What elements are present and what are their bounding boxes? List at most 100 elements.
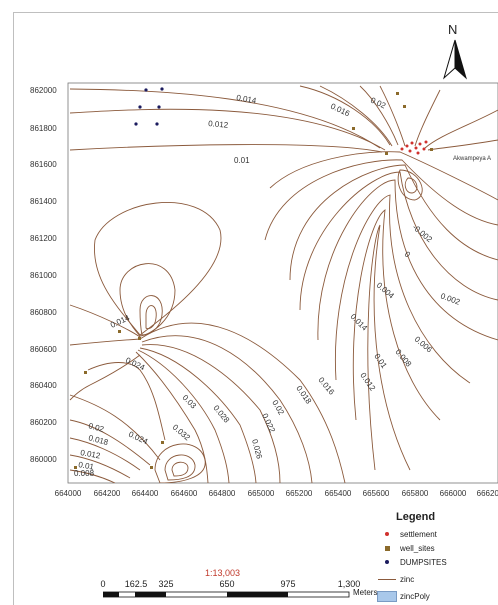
settlement-point	[408, 149, 412, 153]
x-tick-label: 664400	[132, 489, 159, 498]
scale-bar	[103, 591, 350, 598]
place-label: Akwampeya A	[453, 156, 491, 162]
legend-title: Legend	[396, 511, 436, 523]
contour-label: 0.012	[80, 448, 102, 460]
x-tick-label: 664200	[94, 489, 121, 498]
contour-line	[94, 201, 222, 336]
legend-item-zincpoly: zincPoly	[376, 590, 430, 602]
scale-ratio: 1:13,003	[205, 568, 241, 578]
contour-label: 0.03	[181, 393, 199, 411]
settlement-point	[410, 141, 414, 145]
contour-line	[137, 349, 230, 483]
north-arrow-icon	[443, 39, 467, 80]
contour-label: 0.02	[87, 421, 105, 434]
contour-label: 0	[403, 250, 413, 260]
contour-line	[69, 394, 161, 461]
contour-line	[397, 169, 423, 201]
x-tick-label: 664800	[209, 489, 236, 498]
contour-label: 0.01	[234, 156, 250, 165]
contour-label: 0.006	[413, 335, 435, 355]
dumpsite-point	[160, 87, 164, 91]
well-site-point	[161, 441, 164, 444]
x-tick-label: 664000	[55, 489, 82, 498]
settlement-point	[424, 140, 428, 144]
zinc-contours	[69, 85, 498, 483]
red-dot-icon	[376, 529, 398, 539]
legend-label: settlement	[400, 529, 437, 539]
contour-line	[139, 295, 163, 336]
scale-number: 1,300	[337, 579, 361, 589]
scale-unit: Meters	[353, 588, 378, 597]
contour-label: 0.014	[109, 313, 131, 330]
well-site-point	[430, 148, 433, 151]
contour-label: 0.024	[124, 356, 146, 373]
contour-line	[404, 177, 418, 194]
contour-label: 0.002	[439, 291, 461, 306]
contour-label: 0.012	[358, 371, 377, 393]
contour-line	[69, 454, 131, 479]
x-tick-label: 666000	[440, 489, 467, 498]
legend-item-well-sites: well_sites	[376, 543, 435, 553]
x-axis-ticks: 664000 664200 664400 664600 664800 66500…	[55, 489, 498, 498]
contour-line	[139, 347, 257, 483]
settlement-point	[416, 151, 420, 155]
contour-line	[69, 144, 383, 153]
contour-label: 0.008	[74, 469, 95, 478]
scale-number: 325	[158, 579, 174, 589]
legend-label: DUMPSITES	[400, 557, 447, 567]
legend-label: zinc	[400, 574, 415, 584]
contour-line	[141, 344, 281, 483]
well-site-point	[396, 92, 399, 95]
dumpsite-point	[138, 105, 142, 109]
contour-line	[264, 159, 498, 241]
contour-label: 0.014	[236, 93, 258, 105]
contour-line	[154, 443, 206, 483]
contour-label: 0.01	[78, 460, 95, 472]
contour-line	[352, 209, 441, 421]
well-site-point	[84, 371, 87, 374]
contour-line	[379, 85, 406, 147]
settlement-point	[418, 142, 422, 146]
settlement-point	[400, 147, 404, 151]
legend-item-zinc: zinc	[376, 574, 414, 584]
contour-label: 0.008	[393, 348, 413, 370]
dumpsite-point	[134, 122, 138, 126]
contour-label: 0.014	[349, 312, 370, 333]
legend-label: zincPoly	[400, 591, 430, 601]
contour-line	[424, 109, 498, 149]
contour-line	[414, 89, 441, 147]
well-site-markers	[74, 92, 433, 469]
contour-line	[69, 469, 116, 483]
contour-line	[299, 85, 391, 146]
contour-line	[334, 194, 471, 384]
legend-item-dumpsites: DUMPSITES	[376, 557, 447, 567]
blue-box-icon	[376, 590, 398, 602]
y-tick-label: 861200	[30, 234, 57, 243]
contour-line	[367, 224, 411, 471]
map-frame	[13, 12, 498, 605]
contour-label: 0.02	[270, 399, 286, 417]
dumpsite-point	[157, 105, 161, 109]
well-site-point	[118, 330, 121, 333]
contour-line	[269, 151, 498, 201]
contour-line	[87, 362, 166, 441]
contour-line	[299, 171, 498, 311]
settlement-point	[414, 146, 418, 150]
contour-line	[135, 351, 209, 483]
dumpsite-point	[155, 122, 159, 126]
legend-label: well_sites	[400, 543, 435, 553]
well-site-point	[403, 105, 406, 108]
contour-label: 0.032	[171, 423, 193, 443]
contour-label: 0.024	[127, 430, 149, 447]
y-tick-label: 862000	[30, 86, 57, 95]
y-tick-label: 860800	[30, 308, 57, 317]
contour-label: 0.012	[208, 119, 229, 130]
y-tick-label: 861000	[30, 271, 57, 280]
scale-number: 0	[100, 579, 106, 589]
settlement-markers	[400, 140, 428, 155]
x-tick-label: 665600	[363, 489, 390, 498]
map-extent	[67, 82, 498, 484]
y-tick-label: 861400	[30, 197, 57, 206]
